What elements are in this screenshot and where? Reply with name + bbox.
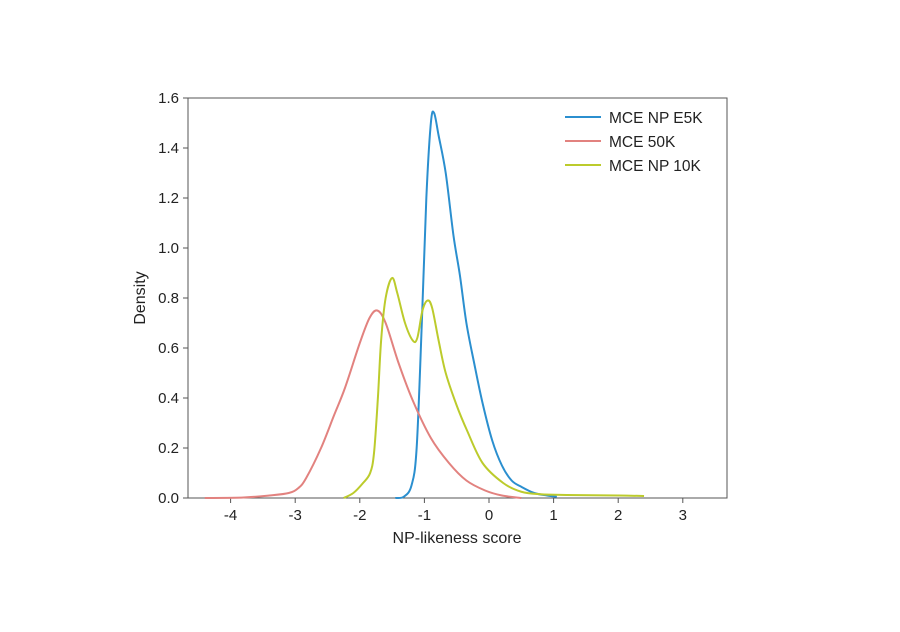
legend-label-mce-50k: MCE 50K xyxy=(609,134,676,151)
x-tick-label: 3 xyxy=(679,507,687,524)
legend-label-mce-np-10k: MCE NP 10K xyxy=(609,158,702,175)
x-tick-label: -1 xyxy=(418,507,431,524)
y-tick-label: 0.0 xyxy=(158,490,179,507)
x-tick-label: -3 xyxy=(289,507,302,524)
y-tick-label: 1.6 xyxy=(158,90,179,107)
legend: MCE NP E5K MCE 50K MCE NP 10K xyxy=(565,110,703,175)
x-tick-label: 0 xyxy=(485,507,493,524)
x-tick-label: 1 xyxy=(549,507,557,524)
y-tick-label: 0.4 xyxy=(158,390,179,407)
x-tick-label: -2 xyxy=(353,507,366,524)
x-axis-label: NP-likeness score xyxy=(393,530,522,547)
y-tick-label: 0.8 xyxy=(158,290,179,307)
y-tick-label: 1.0 xyxy=(158,240,179,257)
y-tick-label: 1.2 xyxy=(158,190,179,207)
x-tick-label: 2 xyxy=(614,507,622,524)
series-line-mce-np-e5k xyxy=(395,110,557,500)
series-line-mce-np-10k xyxy=(343,277,645,499)
y-tick-label: 0.6 xyxy=(158,340,179,357)
x-tick-label: -4 xyxy=(224,507,237,524)
y-axis-label: Density xyxy=(132,271,149,324)
legend-label-mce-np-e5k: MCE NP E5K xyxy=(609,110,703,127)
y-tick-label: 1.4 xyxy=(158,140,179,157)
series-line-mce-50k xyxy=(204,309,522,499)
y-tick-label: 0.2 xyxy=(158,440,179,457)
